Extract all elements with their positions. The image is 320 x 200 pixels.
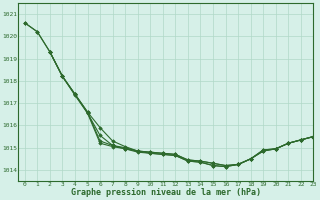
X-axis label: Graphe pression niveau de la mer (hPa): Graphe pression niveau de la mer (hPa) bbox=[71, 188, 261, 197]
